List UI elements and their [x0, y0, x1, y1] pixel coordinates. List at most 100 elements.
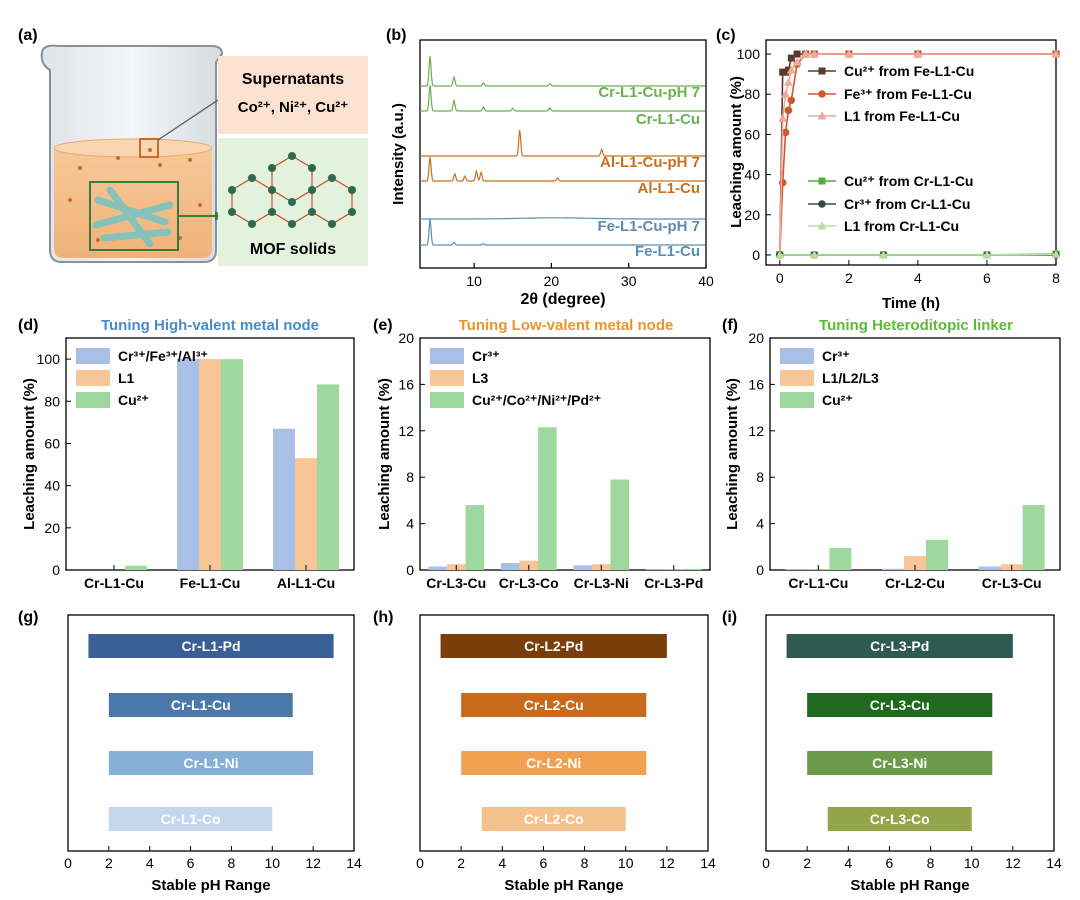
mof-label: MOF solids — [250, 241, 336, 258]
data-point — [818, 67, 826, 75]
panel-c-letter: (c) — [716, 27, 736, 44]
supernatant-title: Supernatants — [242, 71, 344, 88]
bar — [978, 566, 1001, 570]
bar — [317, 384, 339, 570]
supernatant-ions: Co²⁺, Ni²⁺, Cu²⁺ — [238, 99, 348, 116]
data-point — [809, 250, 819, 259]
panel-b-ylabel: Intensity (a.u.) — [390, 103, 407, 205]
legend-label: Cr³⁺ — [822, 348, 850, 364]
xrd-trace-label: Fe-L1-Cu — [635, 243, 700, 260]
range-bar — [807, 693, 993, 717]
y-tick-label: 0 — [756, 562, 764, 578]
y-tick-label: 20 — [44, 520, 60, 536]
y-tick-label: 60 — [44, 435, 60, 451]
range-bar — [827, 807, 972, 831]
data-point — [809, 49, 819, 58]
xrd-trace — [420, 129, 706, 157]
bar — [573, 565, 592, 570]
data-point — [792, 57, 802, 66]
legend-label: Cu²⁺ from Fe-L1-Cu — [844, 63, 974, 79]
x-tick-label: 2 — [105, 855, 113, 871]
legend-label: Cu²⁺/Co²⁺/Ni²⁺/Pd²⁺ — [472, 392, 601, 408]
category-label: Cr-L3-Cu — [426, 575, 486, 591]
legend-label: Cu²⁺ — [822, 392, 853, 408]
data-point — [818, 177, 826, 185]
panel-b-xlabel: 2θ (degree) — [520, 291, 605, 308]
bar — [829, 547, 852, 570]
xrd-trace-label: Cr-L1-Cu-pH 7 — [598, 84, 700, 101]
panel-i-chart: Stable pH Range 0 2 4 6 8 10 12 14 Cr-L3-Pd Cr-L3… — [762, 614, 1062, 894]
mof-framework-icon — [228, 152, 356, 228]
bar — [882, 568, 904, 570]
x-tick-label: 12 — [305, 855, 321, 871]
legend-label: L1/L2/L3 — [822, 370, 879, 386]
data-point — [817, 221, 827, 230]
y-tick-label: 0 — [52, 562, 60, 578]
legend-swatch — [780, 348, 814, 364]
xrd-trace — [420, 217, 706, 220]
x-tick-label: 0 — [762, 855, 770, 871]
bar — [610, 479, 630, 570]
panel-c-ylabel: Leaching amount (%) — [728, 76, 745, 228]
x-tick-label: 4 — [844, 855, 852, 871]
data-point — [784, 106, 793, 115]
x-tick-label: 8 — [1052, 270, 1060, 286]
x-tick-label: 40 — [698, 273, 714, 289]
xrd-trace-label: Al-L1-Cu-pH 7 — [600, 154, 700, 171]
y-tick-label: 100 — [37, 351, 61, 367]
x-tick-label: 6 — [886, 855, 894, 871]
bar — [273, 428, 295, 570]
xrd-trace — [420, 84, 706, 112]
data-point — [817, 111, 827, 120]
panel-b-chart: Cr-L1-Cu-pH 7 Cr-L1-Cu Al-L1-Cu-pH 7 Al-L1-… — [390, 39, 714, 308]
y-tick-label: 12 — [748, 423, 764, 439]
y-tick-label: 8 — [406, 469, 414, 485]
x-tick-label: 4 — [914, 270, 922, 286]
bar — [904, 556, 926, 570]
legend-swatch — [430, 392, 464, 408]
range-bar — [108, 807, 273, 831]
data-point — [818, 200, 826, 208]
range-bar — [461, 693, 647, 717]
x-tick-label: 6 — [540, 855, 548, 871]
y-tick-label: 100 — [737, 46, 761, 62]
xrd-trace — [420, 156, 706, 182]
data-point — [982, 250, 992, 259]
y-tick-label: 60 — [744, 126, 760, 142]
x-tick-label: 8 — [927, 855, 935, 871]
panel-b-letter: (b) — [386, 27, 406, 44]
y-tick-label: 20 — [398, 330, 414, 346]
supernatant-box — [218, 56, 368, 134]
x-tick-label: 6 — [187, 855, 195, 871]
bar — [465, 505, 485, 570]
panel-e-chart: Tuning Low-valent metal node Leaching am… — [376, 317, 711, 591]
bar — [199, 359, 221, 570]
x-tick-label: 10 — [264, 855, 280, 871]
legend-swatch — [780, 392, 814, 408]
y-tick-label: 0 — [752, 247, 760, 263]
data-point — [786, 65, 796, 74]
legend-label: Fe³⁺ from Fe-L1-Cu — [844, 86, 972, 102]
x-tick-label: 20 — [544, 273, 560, 289]
x-tick-label: 8 — [228, 855, 236, 871]
y-tick-label: 40 — [44, 478, 60, 494]
xrd-trace-label: Al-L1-Cu — [638, 180, 701, 197]
range-bar — [807, 751, 993, 775]
x-tick-label: 12 — [659, 855, 675, 871]
bar — [125, 565, 147, 570]
panel-h-chart: Stable pH Range 0 2 4 6 8 10 12 14 Cr-L2-Pd Cr-L2… — [416, 614, 716, 894]
panel-d-letter: (d) — [18, 317, 38, 334]
x-tick-label: 0 — [64, 855, 72, 871]
xrd-trace-label: Cr-L1-Cu — [636, 111, 700, 128]
panel-d-chart: Tuning High-valent metal node Leaching a… — [21, 317, 355, 591]
y-tick-label: 80 — [44, 393, 60, 409]
range-bar-label: Cr-L1-Cu — [171, 697, 231, 713]
data-point — [787, 96, 796, 105]
bar — [500, 563, 520, 570]
panel-h-xlabel: Stable pH Range — [504, 877, 623, 894]
data-point — [775, 250, 785, 259]
panel-a: (a) Supernatants Co²⁺, Ni²⁺, C — [18, 27, 368, 266]
category-label: Cr-L2-Cu — [885, 575, 945, 591]
xrd-trace — [420, 55, 706, 87]
